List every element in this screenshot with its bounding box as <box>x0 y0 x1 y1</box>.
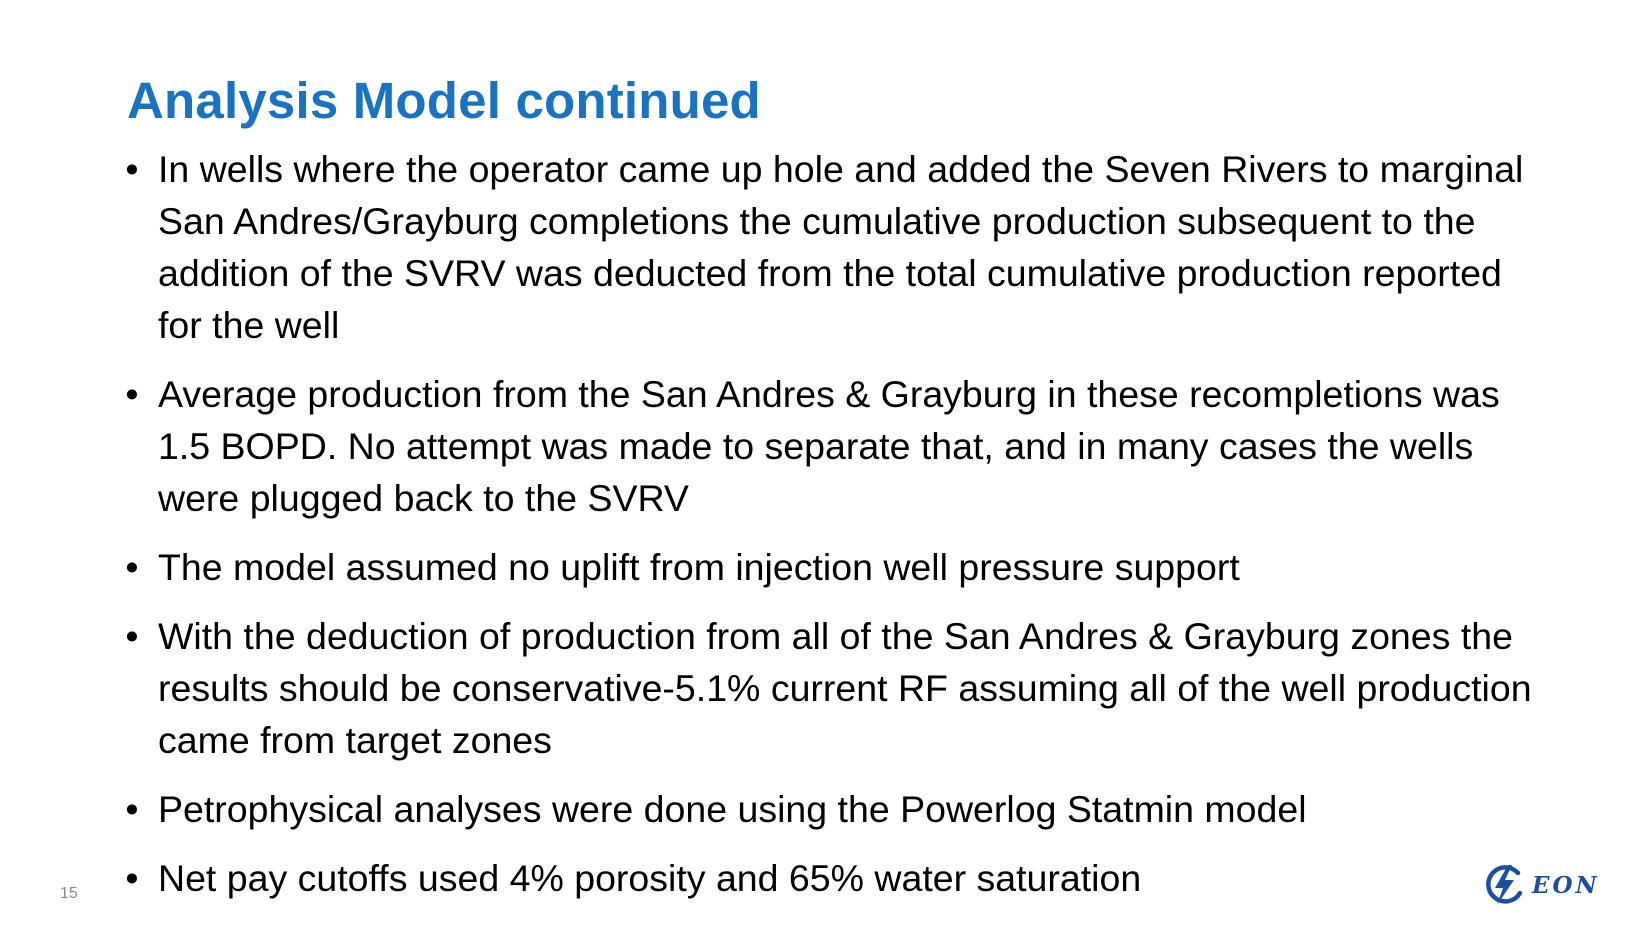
bullet-item: • With the deduction of production from … <box>122 610 1542 766</box>
bullet-item: • In wells where the operator came up ho… <box>122 143 1542 351</box>
bullet-dot: • <box>125 546 139 588</box>
bullet-dot: • <box>125 788 139 830</box>
eon-logo: EON <box>1482 860 1602 910</box>
bullet-item: • Net pay cutoffs used 4% porosity and 6… <box>122 852 1542 904</box>
bullet-dot: • <box>125 148 139 190</box>
bullet-dot: • <box>125 857 139 899</box>
bullet-dot: • <box>125 373 139 415</box>
bullet-item: • Petrophysical analyses were done using… <box>122 783 1542 835</box>
bullet-text: The model assumed no uplift from injecti… <box>158 546 1240 588</box>
bullet-text: Net pay cutoffs used 4% porosity and 65%… <box>158 857 1142 899</box>
page-number: 15 <box>60 885 78 902</box>
bullet-text: With the deduction of production from al… <box>158 615 1532 761</box>
bullet-dot: • <box>125 615 139 657</box>
bullet-text: In wells where the operator came up hole… <box>158 148 1524 346</box>
bullet-item: • The model assumed no uplift from injec… <box>122 541 1542 593</box>
bullet-list: • In wells where the operator came up ho… <box>122 143 1542 921</box>
lightning-bolt-circle-icon <box>1486 865 1523 905</box>
slide-title: Analysis Model continued <box>127 72 761 129</box>
logo-text: EON <box>1532 871 1600 899</box>
bullet-text: Petrophysical analyses were done using t… <box>158 788 1307 830</box>
bullet-item: • Average production from the San Andres… <box>122 368 1542 524</box>
bullet-text: Average production from the San Andres &… <box>158 373 1500 519</box>
